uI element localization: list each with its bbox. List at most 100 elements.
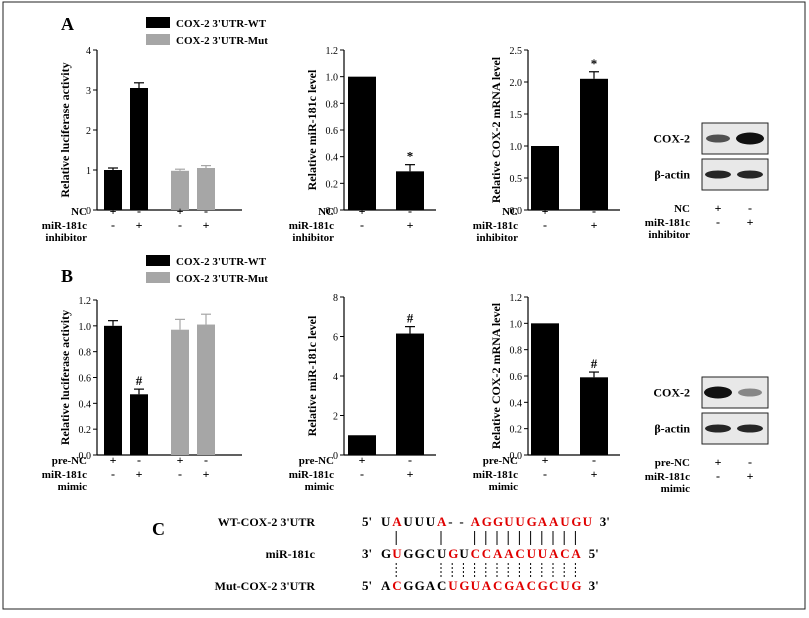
y-tick-label: 1	[86, 166, 91, 177]
significance-mark: *	[407, 149, 414, 164]
condition-mark: +	[407, 218, 414, 232]
blot-band	[706, 134, 730, 143]
condition-label: pre-NC	[299, 455, 334, 467]
y-tick-label: 2	[333, 412, 338, 423]
bar	[348, 76, 376, 211]
condition-label: mimic	[489, 481, 518, 493]
y-tick-label: 4	[333, 372, 338, 383]
chart-b-luc: 0.0 0.2 0.4 0.6 0.8 1.0 1.2 Relative luciferase…	[42, 255, 268, 493]
condition-mark: +	[407, 467, 414, 481]
nucleotide: A	[549, 546, 559, 561]
blot-band	[704, 386, 732, 399]
y-tick-label: 0.4	[79, 399, 92, 410]
nucleotide: G	[415, 546, 425, 561]
sequence-suffix: 3'	[600, 514, 610, 529]
nucleotide: G	[403, 578, 413, 593]
chart-a-mrna: 0.0 0.5 1.0 1.5 2.0 2.5 Relative COX-2 mRNA le…	[473, 46, 620, 244]
condition-mark: +	[747, 215, 754, 229]
nucleotide: G	[571, 578, 581, 593]
y-tick-label: 1.2	[326, 46, 339, 57]
sequence-row: miR-181c 3' GU GGC U GU C C A A C U U A C A 5'	[266, 546, 599, 561]
condition-label: miR-181c	[42, 469, 87, 481]
nucleotide: C	[560, 546, 569, 561]
y-tick-label: 0.4	[326, 153, 339, 164]
nucleotide: A	[493, 546, 503, 561]
nucleotide: A	[571, 546, 581, 561]
nucleotide: G	[504, 578, 514, 593]
y-tick-label: 0.0	[326, 206, 339, 217]
nucleotide: C	[482, 546, 491, 561]
nucleotide: U	[392, 546, 402, 561]
y-tick-label: 1.5	[510, 110, 523, 121]
y-tick-label: 2.5	[510, 46, 523, 57]
y-tick-label: 0.8	[79, 348, 92, 359]
nucleotide: A	[482, 578, 492, 593]
y-tick-label: 2	[86, 126, 91, 137]
condition-mark: +	[203, 218, 210, 232]
condition-mark: -	[408, 204, 412, 218]
nucleotide: G	[415, 578, 425, 593]
y-tick-label: 0	[86, 206, 91, 217]
y-tick-label: 1.0	[79, 322, 92, 333]
nucleotide: U	[504, 514, 514, 529]
bar	[171, 170, 189, 210]
condition-mark: -	[178, 218, 182, 232]
condition-mark: -	[748, 455, 752, 469]
bar	[396, 333, 424, 455]
condition-label: inhibitor	[476, 232, 518, 244]
condition-label: mimic	[305, 481, 334, 493]
sequence: U A U U U A - - A GGU U GA A U GU	[381, 514, 593, 529]
y-tick-label: 0.0	[510, 451, 523, 462]
legend: COX-2 3'UTR-WT COX-2 3'UTR-Mut	[146, 17, 268, 47]
y-tick-label: 0.6	[510, 372, 523, 383]
condition-mark: -	[204, 453, 208, 467]
nucleotide: A	[392, 514, 402, 529]
condition-mark: -	[111, 218, 115, 232]
y-axis-label: Relative miR-181c level	[305, 315, 319, 436]
nucleotide: U	[471, 578, 481, 593]
bar	[580, 78, 608, 210]
sequence-label: Mut-COX-2 3'UTR	[215, 579, 316, 593]
nucleotide: C	[515, 546, 524, 561]
nucleotide: -	[448, 514, 452, 529]
condition-label: miR-181c	[289, 220, 334, 232]
condition-mark: -	[137, 204, 141, 218]
nucleotide: U	[381, 514, 391, 529]
condition-mark: +	[110, 204, 117, 218]
condition-mark: +	[110, 453, 117, 467]
bar	[396, 171, 424, 210]
sequence-suffix: 3'	[589, 578, 599, 593]
y-tick-label: 0	[333, 451, 338, 462]
y-tick-label: 0.4	[510, 398, 523, 409]
condition-label: miR-181c	[473, 220, 518, 232]
condition-mark: -	[408, 453, 412, 467]
blot-band	[705, 170, 731, 179]
condition-label: inhibitor	[45, 232, 87, 244]
condition-mark: +	[715, 201, 722, 215]
y-tick-label: 0.5	[510, 174, 523, 185]
condition-mark: +	[177, 453, 184, 467]
nucleotide: U	[459, 546, 469, 561]
nucleotide: A	[437, 514, 447, 529]
significance-mark: #	[407, 311, 414, 326]
y-axis-label: Relative COX-2 mRNA level	[489, 56, 503, 203]
condition-mark: -	[360, 467, 364, 481]
sequence: A C GGA C U GU A C GA C GC U G	[381, 578, 582, 593]
nucleotide: A	[426, 578, 436, 593]
sequence-row: Mut-COX-2 3'UTR 5' A C GGA C U GU A C GA C GC U G 3'	[215, 578, 599, 593]
y-axis-label: Relative luciferase activity	[58, 62, 72, 197]
nucleotide: G	[448, 546, 458, 561]
nucleotide: A	[381, 578, 391, 593]
y-tick-label: 1.0	[510, 319, 523, 330]
legend-entry: COX-2 3'UTR-Mut	[176, 35, 268, 47]
condition-label: inhibitor	[648, 229, 690, 241]
condition-label: pre-NC	[655, 457, 690, 469]
y-tick-label: 1.0	[510, 142, 523, 153]
nucleotide: C	[426, 546, 435, 561]
